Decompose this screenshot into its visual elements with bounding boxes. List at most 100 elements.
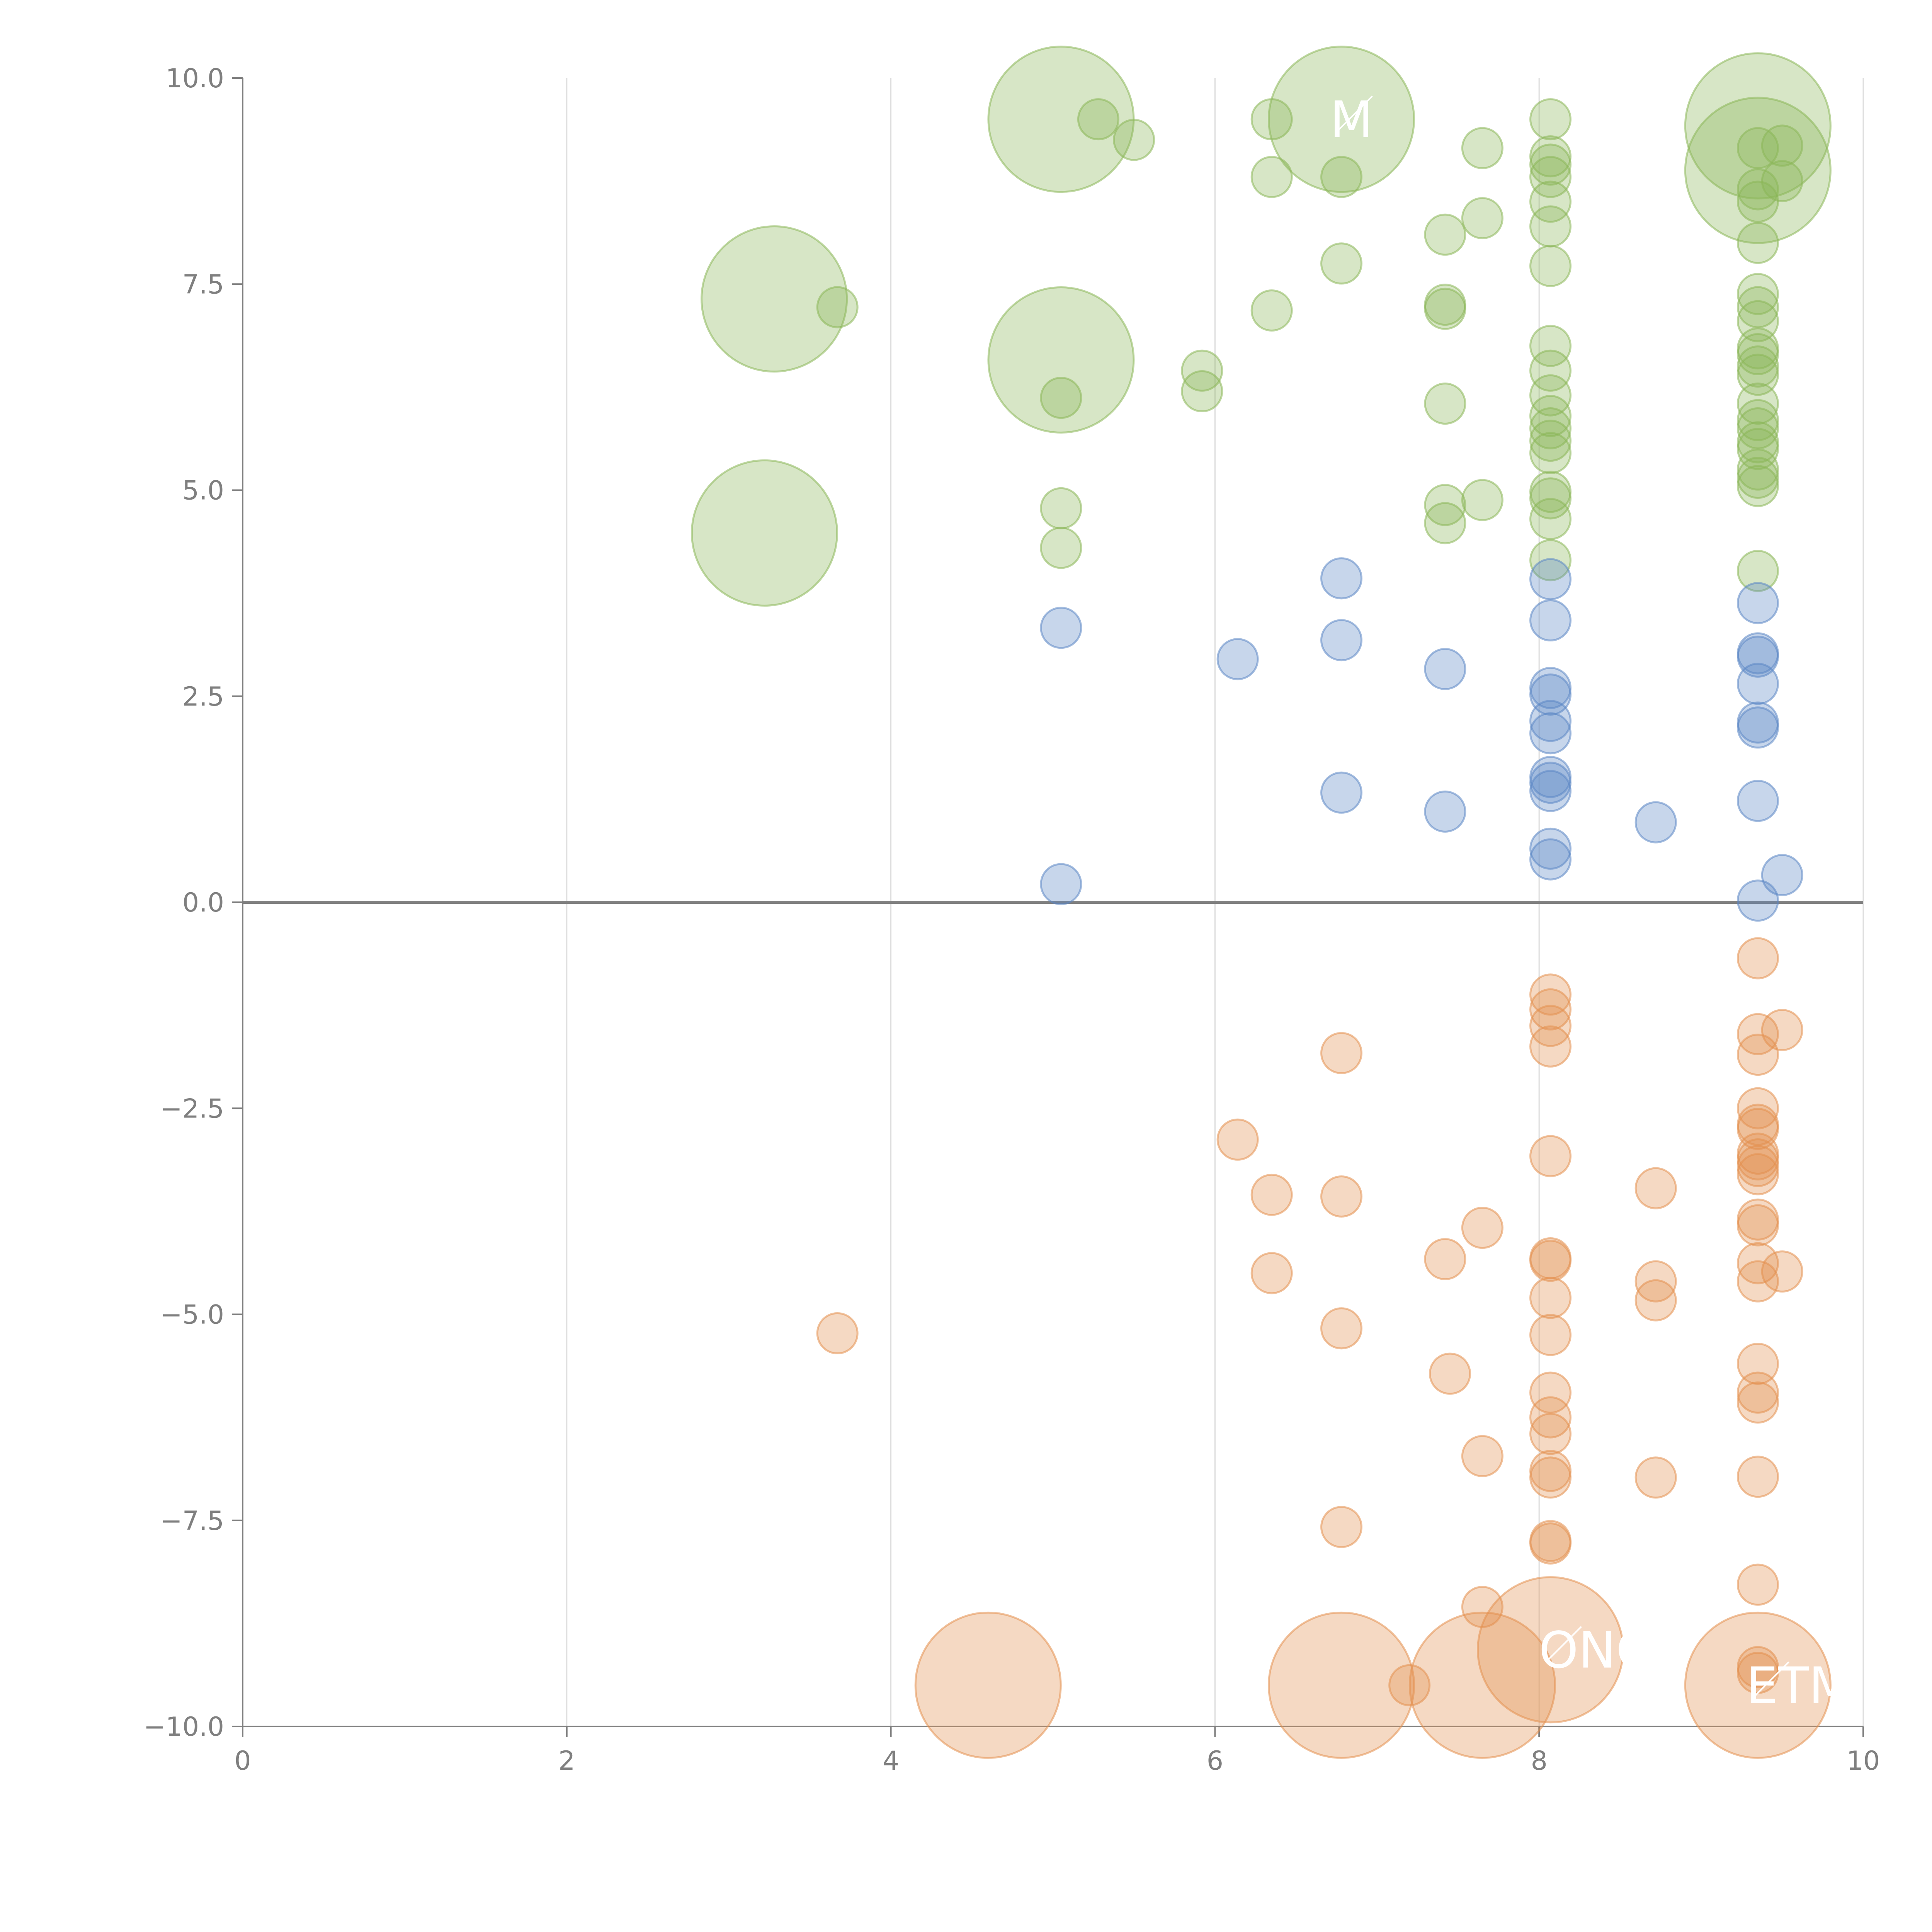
negative-bubble xyxy=(1250,1252,1293,1294)
positive-high-bubble xyxy=(1320,242,1363,285)
negative-bubble xyxy=(1529,1240,1572,1282)
positive-high-bubble xyxy=(1736,550,1779,592)
positive-high-bubble xyxy=(1684,97,1832,244)
x-tick-label: 2 xyxy=(558,1746,575,1776)
negative-bubble xyxy=(914,1611,1062,1759)
positive-high-bubble xyxy=(1113,119,1155,161)
y-tick-label: 0.0 xyxy=(182,888,224,918)
positive-high-bubble xyxy=(1736,465,1779,507)
positive-high-bubble xyxy=(816,286,859,328)
negative-bubble xyxy=(1736,1342,1779,1385)
y-tick-label: 2.5 xyxy=(182,682,224,712)
negative-bubble xyxy=(1736,1563,1779,1606)
negative-bubble xyxy=(1529,1135,1572,1177)
positive-high-bubble xyxy=(1320,156,1363,198)
negative-bubble xyxy=(1736,937,1779,980)
annotation-leader xyxy=(1337,95,1373,132)
positive-low-bubble xyxy=(1320,771,1363,814)
positive-high-bubble xyxy=(1424,484,1466,526)
positive-high-bubble xyxy=(1077,98,1119,141)
x-tick-label: 0 xyxy=(234,1746,251,1776)
positive-low-bubble xyxy=(1761,854,1803,896)
positive-high-bubble xyxy=(1736,222,1779,264)
x-tick-label: 6 xyxy=(1207,1746,1223,1776)
negative-bubble xyxy=(1634,1279,1677,1321)
negative-bubble xyxy=(1634,1260,1677,1303)
positive-low-bubble xyxy=(1736,879,1779,922)
negative-bubble xyxy=(1461,1207,1503,1249)
positive-high-bubble xyxy=(1736,354,1779,396)
positive-low-bubble xyxy=(1529,838,1572,881)
y-tick-label: 7.5 xyxy=(182,269,224,300)
positive-low-bubble xyxy=(1736,663,1779,705)
y-tick-label: 10.0 xyxy=(166,63,224,94)
y-tick-label: −5.0 xyxy=(160,1300,224,1330)
negative-bubble xyxy=(1216,1118,1259,1161)
positive-low-bubble xyxy=(1320,619,1363,662)
negative-bubble xyxy=(1736,1153,1779,1196)
positive-low-bubble xyxy=(1424,648,1466,690)
positive-high-bubble xyxy=(1529,498,1572,540)
negative-bubble xyxy=(1736,1371,1779,1414)
negative-bubble xyxy=(1424,1238,1466,1281)
negative-bubble xyxy=(1736,1242,1779,1284)
positive-low-bubble xyxy=(1216,638,1259,680)
positive-low-bubble xyxy=(1040,863,1082,905)
negative-bubble xyxy=(1634,1456,1677,1499)
positive-high-bubble xyxy=(1529,539,1572,582)
bubble-annotation: ETM xyxy=(1746,1656,1852,1715)
positive-high-bubble xyxy=(1529,180,1572,223)
positive-low-bubble xyxy=(1040,607,1082,649)
positive-high-bubble xyxy=(1040,527,1082,569)
y-tick-label: −10.0 xyxy=(144,1712,224,1742)
annotation-leader xyxy=(1753,1661,1789,1697)
negative-bubble xyxy=(1736,1456,1779,1498)
negative-bubble xyxy=(1736,1204,1779,1247)
bubble-annotation: ONG xyxy=(1539,1621,1655,1680)
negative-bubble xyxy=(1529,1371,1572,1414)
negative-bubble xyxy=(1408,1611,1556,1759)
negative-bubble xyxy=(1320,1506,1363,1548)
positive-low-bubble xyxy=(1736,780,1779,822)
negative-bubble xyxy=(1529,1025,1572,1068)
positive-low-bubble xyxy=(1736,706,1779,749)
positive-low-bubble xyxy=(1529,700,1572,742)
negative-bubble xyxy=(1529,1277,1572,1319)
positive-low-bubble xyxy=(1424,790,1466,833)
negative-bubble xyxy=(1529,973,1572,1016)
negative-bubble xyxy=(1529,1522,1572,1565)
positive-low-bubble xyxy=(1529,599,1572,642)
positive-high-bubble xyxy=(1529,98,1572,141)
positive-low-bubble xyxy=(1320,557,1363,600)
negative-bubble xyxy=(816,1312,859,1355)
y-tick-label: −7.5 xyxy=(160,1506,224,1536)
positive-high-bubble xyxy=(1461,127,1503,169)
positive-high-bubble xyxy=(1424,287,1466,330)
positive-low-bubble xyxy=(1529,712,1572,755)
negative-bubble xyxy=(1320,1307,1363,1350)
positive-high-bubble xyxy=(1424,383,1466,425)
x-tick-label: 4 xyxy=(883,1746,899,1776)
annotation-leader xyxy=(1546,1626,1582,1662)
positive-high-bubble xyxy=(1268,46,1415,193)
x-tick-label: 10 xyxy=(1847,1746,1880,1776)
positive-high-bubble xyxy=(987,286,1135,434)
positive-high-bubble xyxy=(1529,143,1572,186)
positive-high-bubble xyxy=(1736,168,1779,211)
negative-bubble xyxy=(1529,1396,1572,1439)
x-tick-label: 8 xyxy=(1531,1746,1548,1776)
positive-high-bubble xyxy=(1529,407,1572,450)
positive-high-bubble xyxy=(1761,124,1803,167)
negative-bubble xyxy=(1634,1167,1677,1209)
positive-high-bubble xyxy=(690,459,838,607)
positive-low-bubble xyxy=(1634,801,1677,844)
positive-high-bubble xyxy=(1250,289,1293,332)
bubbles xyxy=(690,46,1832,1759)
negative-bubble xyxy=(1736,1260,1779,1303)
negative-bubble xyxy=(1529,1314,1572,1356)
positive-high-bubble xyxy=(701,225,848,373)
negative-bubble xyxy=(1684,1611,1832,1759)
y-tick-label: −2.5 xyxy=(160,1094,224,1124)
positive-high-bubble xyxy=(1461,479,1503,521)
